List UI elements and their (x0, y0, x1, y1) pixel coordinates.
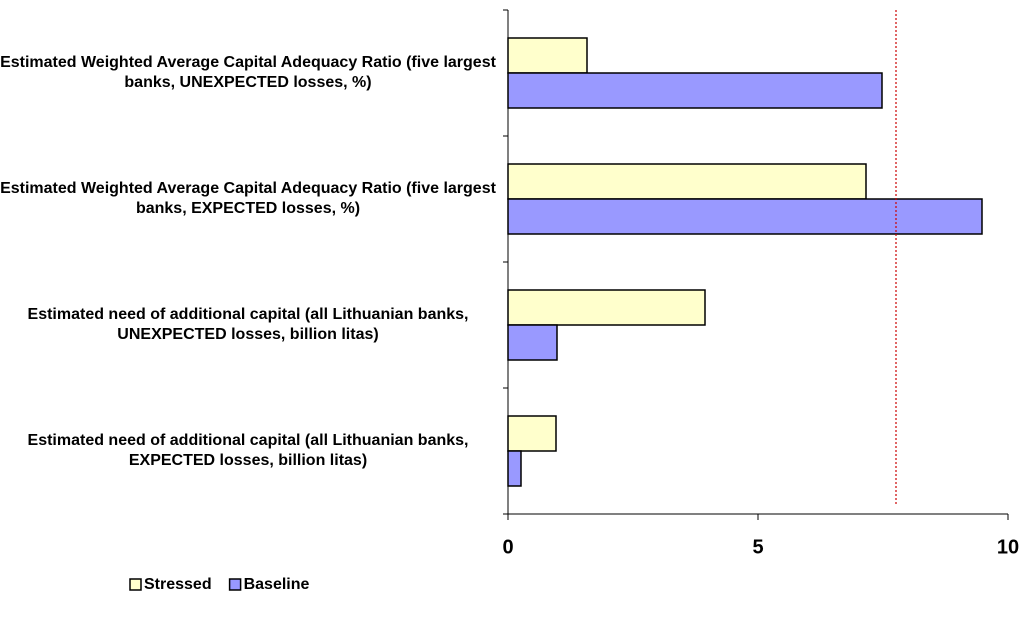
category-label: Estimated need of additional capital (al… (27, 306, 469, 343)
category-label: Estimated need of additional capital (al… (27, 432, 469, 469)
legend-label: Baseline (244, 576, 310, 593)
bar (507, 72, 883, 109)
bar (507, 198, 983, 235)
bar (507, 37, 588, 74)
legend-swatch (129, 578, 142, 591)
x-tick-label: 10 (997, 536, 1019, 558)
category-label: Estimated Weighted Average Capital Adequ… (0, 180, 496, 217)
category-label: Estimated Weighted Average Capital Adequ… (0, 54, 496, 91)
legend-swatch (228, 578, 242, 591)
bar (507, 289, 706, 326)
legend-label: Stressed (144, 576, 212, 593)
bar (507, 415, 557, 452)
bar (507, 324, 558, 361)
x-tick-label: 5 (752, 536, 763, 558)
bar (507, 163, 867, 200)
x-tick-label: 0 (502, 536, 513, 558)
bar (507, 450, 522, 487)
